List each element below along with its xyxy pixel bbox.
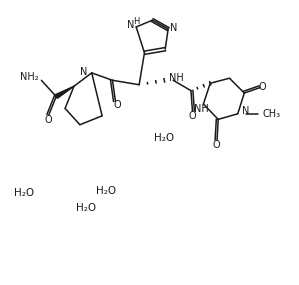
Text: O: O [44, 115, 52, 125]
Text: H₂O: H₂O [13, 188, 34, 198]
Polygon shape [55, 86, 74, 98]
Text: H₂O: H₂O [154, 133, 174, 143]
Text: O: O [188, 111, 196, 121]
Text: N: N [127, 20, 135, 30]
Text: H₂O: H₂O [97, 186, 117, 196]
Text: N: N [80, 67, 88, 77]
Text: NH: NH [194, 104, 208, 114]
Text: CH₃: CH₃ [263, 109, 281, 119]
Text: NH₂: NH₂ [20, 72, 38, 82]
Text: O: O [259, 82, 266, 92]
Text: H: H [134, 17, 140, 26]
Text: NH: NH [169, 73, 184, 83]
Text: N: N [170, 23, 177, 33]
Text: O: O [113, 101, 121, 111]
Text: H₂O: H₂O [76, 203, 96, 213]
Text: O: O [213, 140, 220, 150]
Text: N: N [242, 106, 250, 116]
